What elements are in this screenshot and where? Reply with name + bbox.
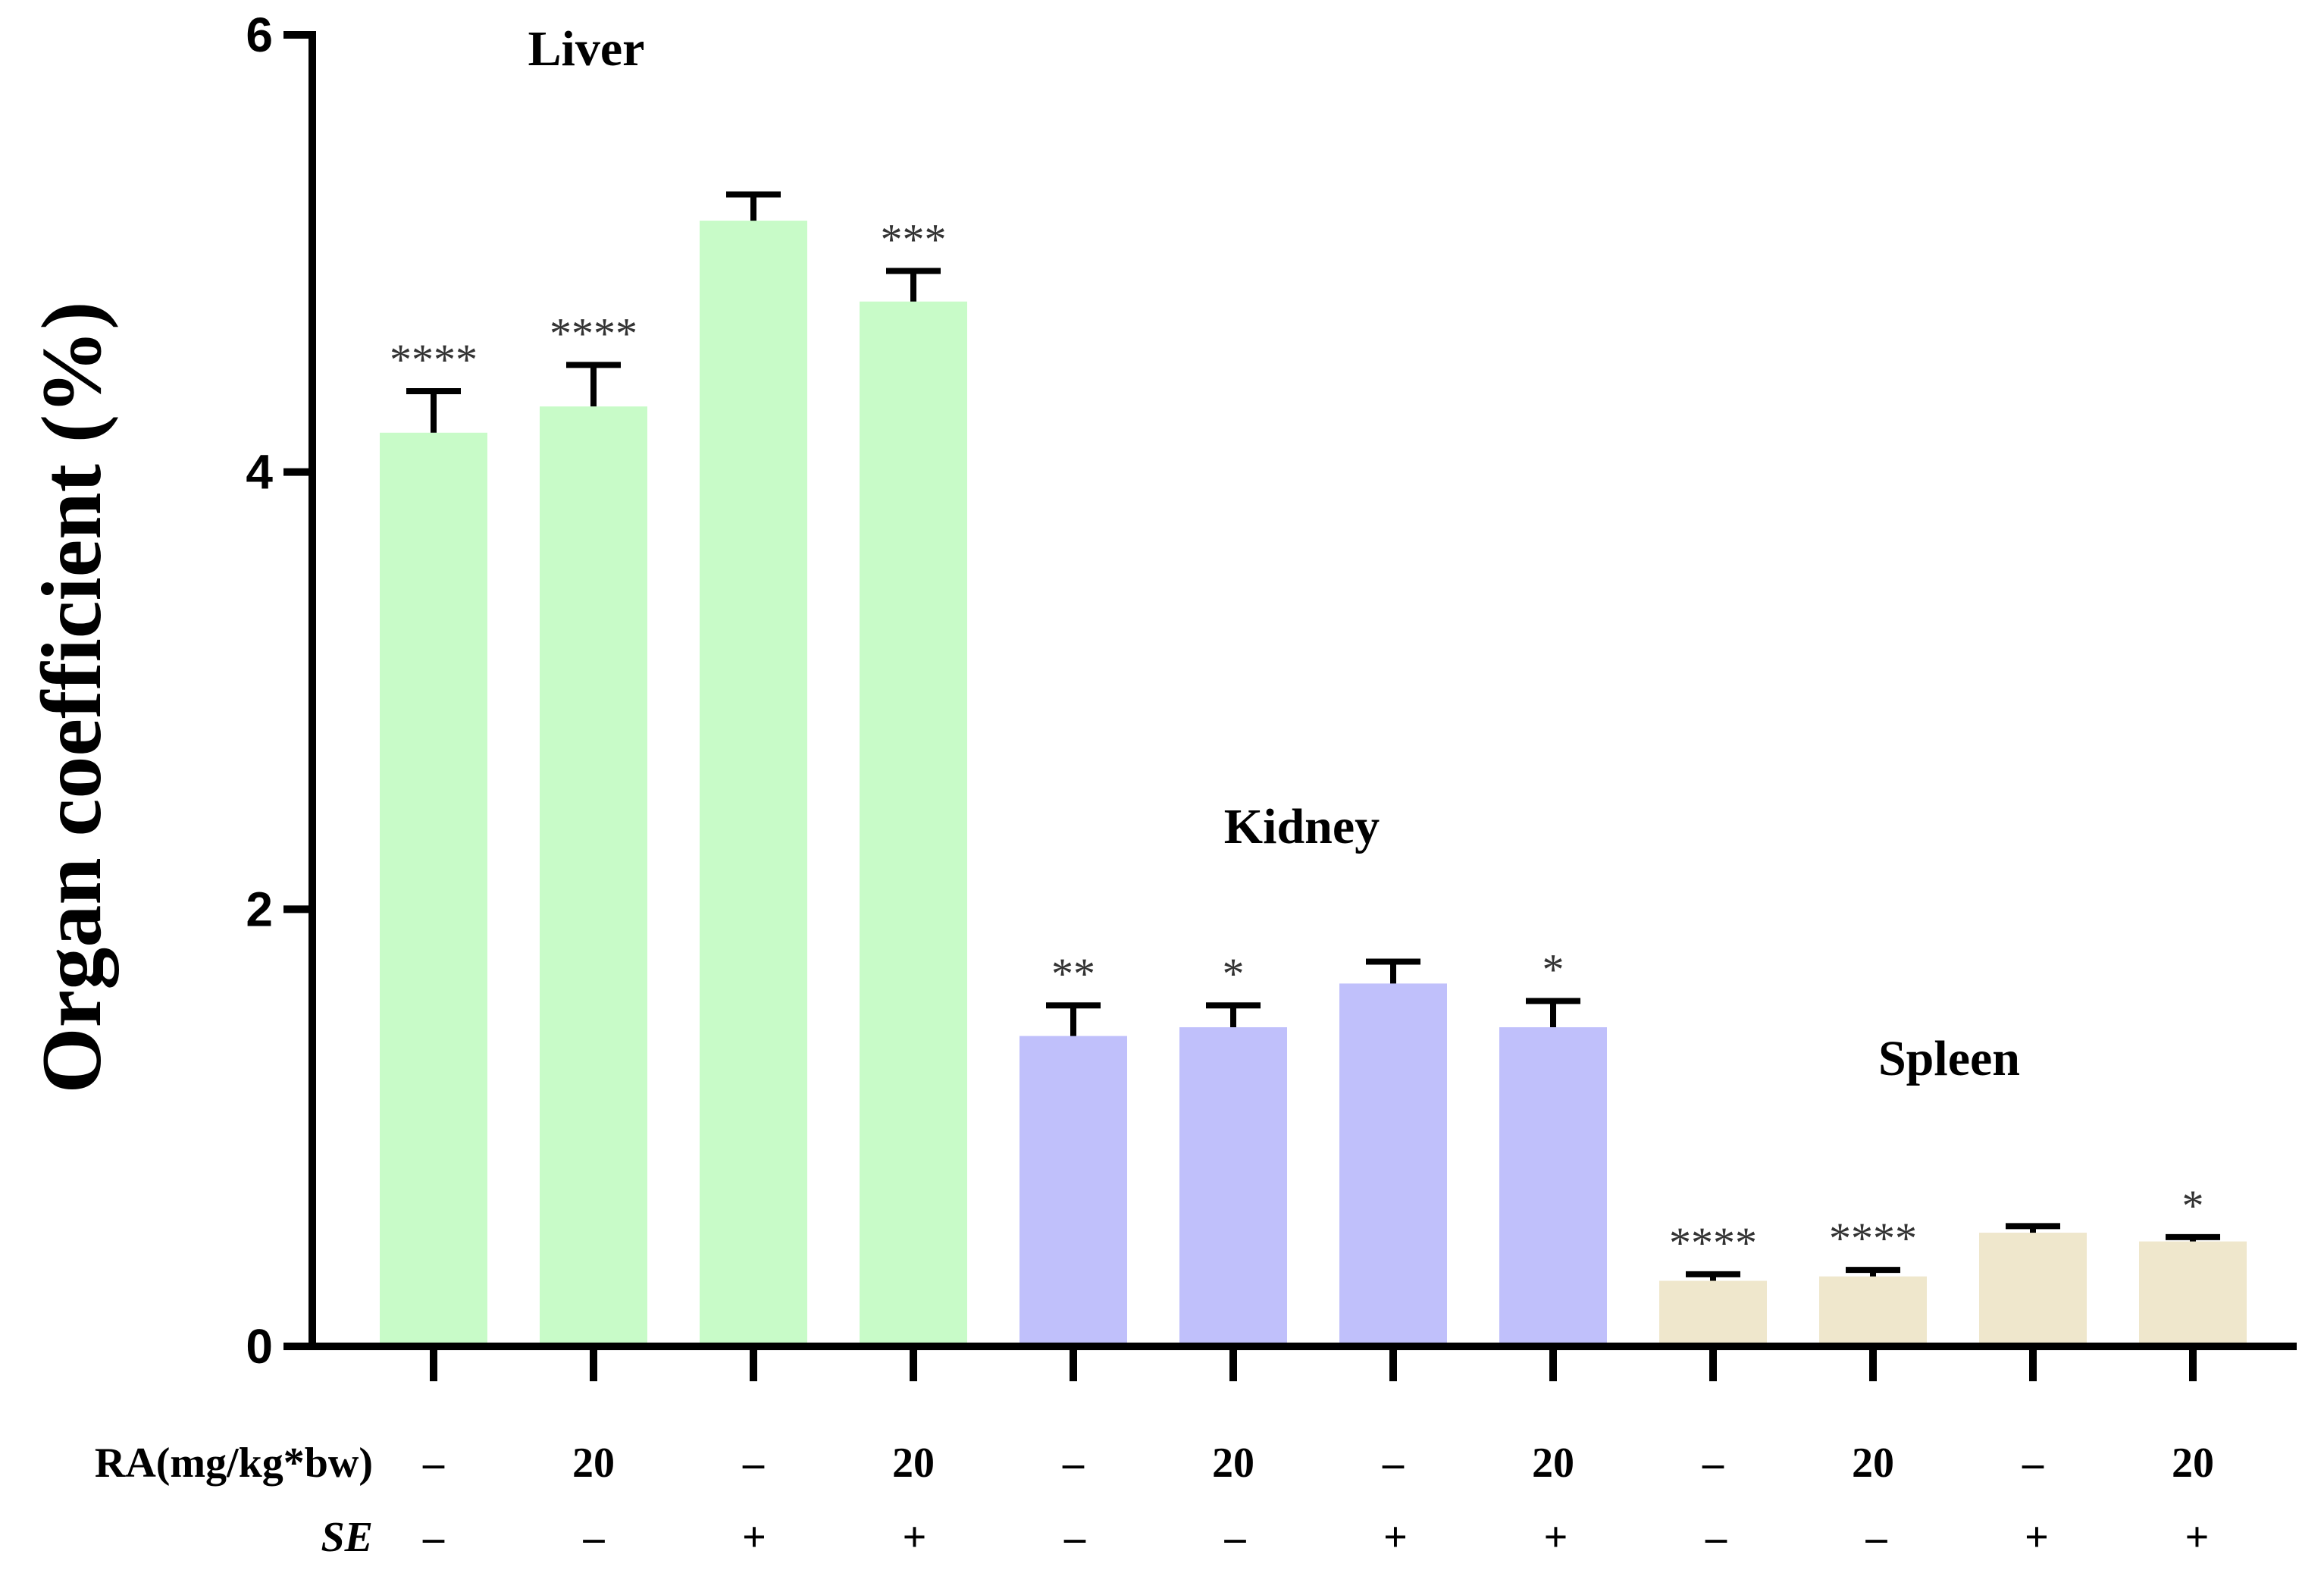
bar-liver-3	[700, 221, 807, 1346]
bar-kidney-2	[1179, 1027, 1287, 1346]
treatment-row-value: –	[2022, 1440, 2044, 1487]
group-labels-layer: Liver Kidney Spleen	[528, 21, 2021, 1086]
significance-label: *	[2182, 1181, 2204, 1230]
y-tick-label: 6	[246, 8, 273, 62]
significance-layer: ************* * ***** *****	[390, 215, 2204, 1267]
treatment-row-value: –	[422, 1514, 445, 1561]
treatment-row-value: –	[742, 1440, 765, 1487]
y-ticks-layer: 0 2 4 6	[246, 8, 312, 1374]
significance-label: *	[1223, 949, 1245, 998]
treatment-row-value: –	[583, 1514, 606, 1561]
treatment-row-label: RA(mg/kg*bw)	[95, 1440, 373, 1487]
bar-spleen-4	[2139, 1241, 2247, 1346]
significance-label: ****	[390, 335, 478, 384]
y-axis-title: Organ coefficient (%)	[25, 302, 119, 1094]
y-tick-label: 2	[246, 882, 273, 936]
treatment-row-label: SE	[321, 1514, 374, 1561]
error-bars-layer	[406, 191, 2220, 1281]
treatment-row-value: –	[422, 1440, 445, 1487]
treatment-row-value: –	[1224, 1514, 1247, 1561]
y-tick-label: 0	[246, 1319, 273, 1374]
treatment-row-value: +	[1544, 1514, 1568, 1561]
treatment-row-value: –	[1062, 1440, 1085, 1487]
treatment-row-value: +	[742, 1514, 766, 1561]
bar-kidney-1	[1019, 1036, 1127, 1346]
bar-liver-4	[860, 301, 967, 1347]
bar-liver-1	[380, 432, 487, 1347]
significance-label: ***	[881, 215, 947, 264]
significance-label: ****	[550, 309, 637, 358]
treatment-row-value: –	[1063, 1514, 1086, 1561]
significance-label: **	[1051, 949, 1095, 998]
group-label-liver: Liver	[528, 21, 645, 77]
treatment-row-value: +	[2025, 1514, 2049, 1561]
treatment-row-value: +	[2185, 1514, 2210, 1561]
bars-layer	[380, 221, 2247, 1347]
group-label-spleen: Spleen	[1878, 1031, 2020, 1086]
bar-spleen-1	[1659, 1280, 1767, 1346]
treatment-row-value: –	[1865, 1514, 1888, 1561]
treatment-rows-layer: RA(mg/kg*bw) – 20 – 20 – 20 – 20 – 20 – 20 SE – – + + – – + +…	[95, 1440, 2214, 1561]
y-tick-label: 4	[246, 445, 273, 500]
treatment-row-value: 20	[892, 1440, 935, 1487]
treatment-row-value: +	[1383, 1514, 1408, 1561]
treatment-row-value: 20	[1852, 1440, 1894, 1487]
treatment-row-value: –	[1702, 1440, 1724, 1487]
significance-label: ****	[1829, 1214, 1917, 1263]
axes-layer	[309, 31, 2297, 1350]
bar-kidney-3	[1339, 983, 1447, 1346]
bar-spleen-3	[1979, 1233, 2087, 1346]
significance-label: ****	[1669, 1218, 1757, 1268]
treatment-row-value: 20	[572, 1440, 615, 1487]
group-label-kidney: Kidney	[1224, 799, 1380, 854]
treatment-row-value: +	[903, 1514, 927, 1561]
treatment-row-value: 20	[2172, 1440, 2214, 1487]
significance-label: *	[1543, 945, 1564, 994]
treatment-row-value: 20	[1212, 1440, 1254, 1487]
bar-liver-2	[540, 406, 647, 1346]
treatment-row-value: –	[1705, 1514, 1727, 1561]
x-ticks-layer	[430, 1346, 2197, 1381]
treatment-row-value: 20	[1532, 1440, 1574, 1487]
bar-kidney-4	[1499, 1027, 1607, 1346]
treatment-row-value: –	[1382, 1440, 1405, 1487]
bar-spleen-2	[1819, 1276, 1927, 1346]
